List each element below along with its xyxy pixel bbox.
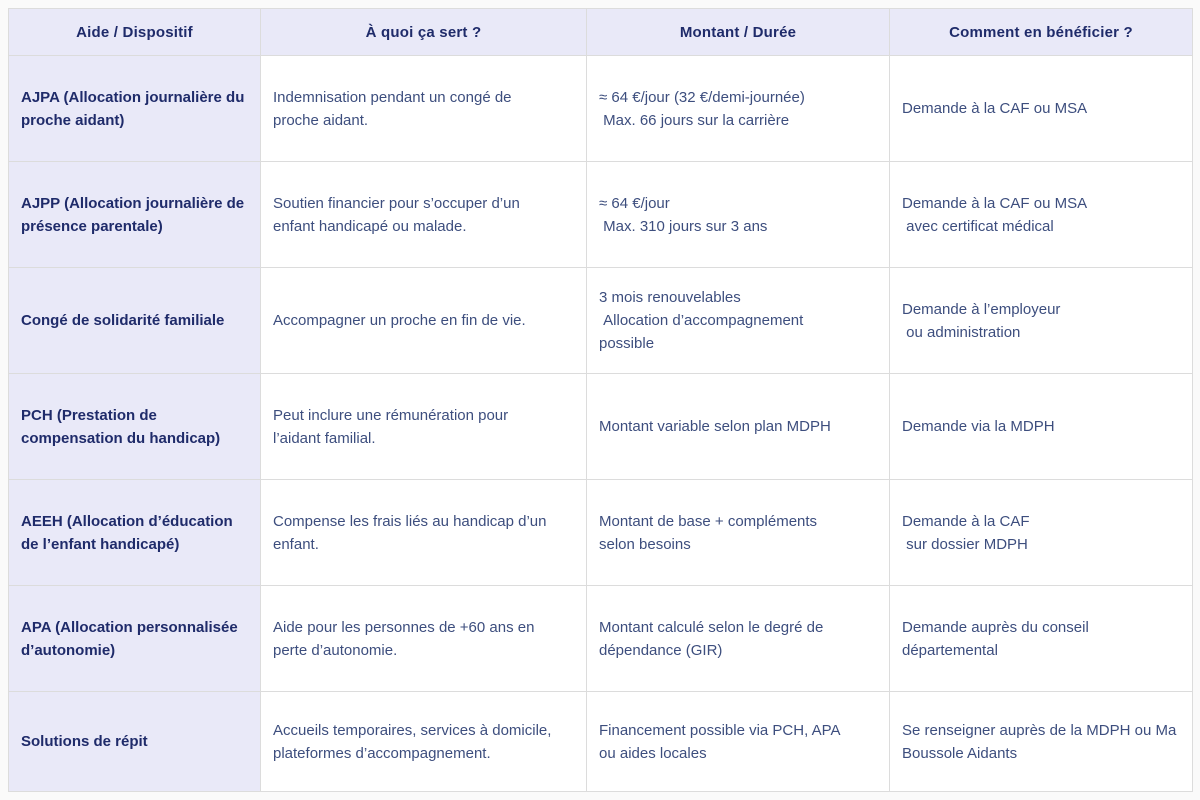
aide-name-cell: Solutions de répit [8,691,261,792]
comment-cell: Demande à la CAF sur dossier MDPH [889,479,1193,586]
aide-name-cell: PCH (Prestation de compensation du handi… [8,373,261,480]
montant-cell: ≈ 64 €/jour Max. 310 jours sur 3 ans [586,161,890,268]
aides-table: Aide / Dispositif À quoi ça sert ? Monta… [8,8,1193,792]
comment-cell: Demande via la MDPH [889,373,1193,480]
usage-cell: Compense les frais liés au handicap d’un… [260,479,587,586]
aide-name-cell: AEEH (Allocation d’éducation de l’enfant… [8,479,261,586]
usage-cell: Indemnisation pendant un congé de proche… [260,55,587,162]
montant-cell: ≈ 64 €/jour (32 €/demi-journée) Max. 66 … [586,55,890,162]
table-row-ajpa: AJPA (Allocation journalière du proche a… [8,55,1193,162]
table-row-aeeh: AEEH (Allocation d’éducation de l’enfant… [8,479,1193,586]
column-header-comment-beneficier: Comment en bénéficier ? [889,8,1193,56]
header-row: Aide / Dispositif À quoi ça sert ? Monta… [8,8,1193,56]
table-row-conge-solidarite: Congé de solidarité familiale Accompagne… [8,267,1193,374]
usage-cell: Peut inclure une rémunération pour l’aid… [260,373,587,480]
table-row-apa: APA (Allocation personnalisée d’autonomi… [8,585,1193,692]
montant-cell: Montant calculé selon le degré de dépend… [586,585,890,692]
montant-cell: Montant variable selon plan MDPH [586,373,890,480]
usage-cell: Accueils temporaires, services à domicil… [260,691,587,792]
table-row-pch: PCH (Prestation de compensation du handi… [8,373,1193,480]
column-header-a-quoi-ca-sert: À quoi ça sert ? [260,8,587,56]
table-row-ajpp: AJPP (Allocation journalière de présence… [8,161,1193,268]
aide-name-cell: APA (Allocation personnalisée d’autonomi… [8,585,261,692]
usage-cell: Aide pour les personnes de +60 ans en pe… [260,585,587,692]
column-header-montant-duree: Montant / Durée [586,8,890,56]
comment-cell: Demande à la CAF ou MSA [889,55,1193,162]
usage-cell: Soutien financier pour s’occuper d’un en… [260,161,587,268]
comment-cell: Se renseigner auprès de la MDPH ou Ma Bo… [889,691,1193,792]
usage-cell: Accompagner un proche en fin de vie. [260,267,587,374]
montant-cell: 3 mois renouvelables Allocation d’accomp… [586,267,890,374]
montant-cell: Financement possible via PCH, APA ou aid… [586,691,890,792]
aide-name-cell: AJPP (Allocation journalière de présence… [8,161,261,268]
montant-cell: Montant de base + compléments selon beso… [586,479,890,586]
column-header-aide-dispositif: Aide / Dispositif [8,8,261,56]
aide-name-cell: Congé de solidarité familiale [8,267,261,374]
comment-cell: Demande à la CAF ou MSA avec certificat … [889,161,1193,268]
aide-name-cell: AJPA (Allocation journalière du proche a… [8,55,261,162]
comment-cell: Demande auprès du conseil départemental [889,585,1193,692]
comment-cell: Demande à l’employeur ou administration [889,267,1193,374]
table-row-solutions-repit: Solutions de répit Accueils temporaires,… [8,691,1193,792]
